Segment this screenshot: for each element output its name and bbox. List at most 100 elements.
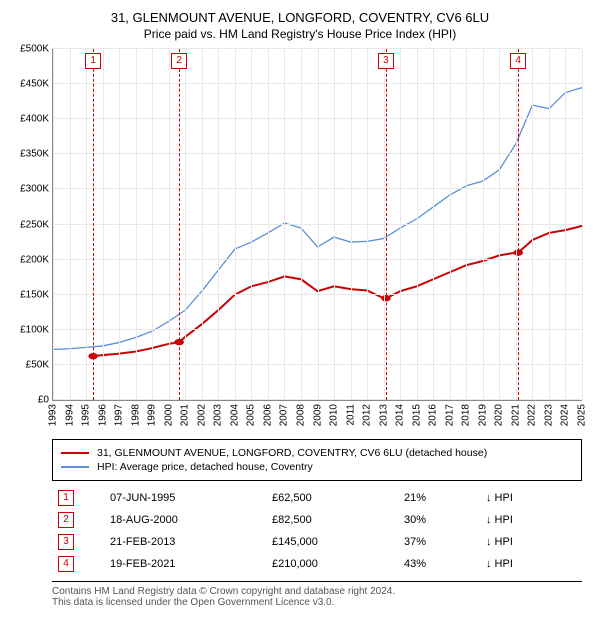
gridline-v: [516, 49, 517, 400]
event-pct: 43%: [398, 553, 480, 575]
event-price: £210,000: [266, 553, 398, 575]
event-number: 2: [58, 512, 74, 528]
event-price: £82,500: [266, 509, 398, 531]
legend-label: 31, GLENMOUNT AVENUE, LONGFORD, COVENTRY…: [97, 447, 487, 459]
event-price: £62,500: [266, 487, 398, 509]
x-axis-label: 2024: [560, 404, 571, 426]
event-pct: 21%: [398, 487, 480, 509]
gridline-v: [235, 49, 236, 400]
x-axis-label: 2000: [163, 404, 174, 426]
gridline-v: [351, 49, 352, 400]
y-axis-label: £500K: [20, 44, 49, 55]
gridline-v: [565, 49, 566, 400]
x-axis-label: 2014: [395, 404, 406, 426]
gridline-v: [367, 49, 368, 400]
gridline-v: [433, 49, 434, 400]
legend-swatch: [61, 452, 89, 454]
event-note: ↓ HPI: [480, 487, 582, 509]
x-axis-label: 2022: [527, 404, 538, 426]
gridline-v: [466, 49, 467, 400]
gridline-v: [582, 49, 583, 400]
gridline-v: [53, 49, 54, 400]
event-row: 321-FEB-2013£145,00037%↓ HPI: [52, 531, 582, 553]
y-axis-label: £200K: [20, 254, 49, 265]
x-axis-label: 2015: [411, 404, 422, 426]
gridline-v: [251, 49, 252, 400]
x-axis-label: 2008: [295, 404, 306, 426]
event-marker-box: 1: [85, 53, 101, 69]
event-note: ↓ HPI: [480, 553, 582, 575]
title-line-2: Price paid vs. HM Land Registry's House …: [10, 27, 590, 41]
x-axis-label: 2006: [262, 404, 273, 426]
event-date: 21-FEB-2013: [104, 531, 266, 553]
gridline-v: [318, 49, 319, 400]
gridline-v: [400, 49, 401, 400]
x-axis-label: 2005: [246, 404, 257, 426]
event-pct: 37%: [398, 531, 480, 553]
x-axis-label: 2003: [213, 404, 224, 426]
x-axis-label: 2023: [543, 404, 554, 426]
x-axis-label: 2016: [428, 404, 439, 426]
x-axis-label: 1997: [114, 404, 125, 426]
gridline-v: [152, 49, 153, 400]
event-row: 4 19-FEB-2021£210,00043%↓ HPI: [52, 553, 582, 575]
event-date: 19-FEB-2021: [104, 553, 266, 575]
gridline-v: [284, 49, 285, 400]
event-marker-box: 4: [510, 53, 526, 69]
x-axis-label: 1998: [130, 404, 141, 426]
event-price: £145,000: [266, 531, 398, 553]
legend: 31, GLENMOUNT AVENUE, LONGFORD, COVENTRY…: [52, 439, 582, 481]
gridline-v: [384, 49, 385, 400]
event-number: 3: [58, 534, 74, 550]
gridline-v: [185, 49, 186, 400]
gridline-v: [334, 49, 335, 400]
gridline-v: [549, 49, 550, 400]
event-marker-box: 3: [378, 53, 394, 69]
x-axis-label: 2012: [362, 404, 373, 426]
gridline-v: [532, 49, 533, 400]
gridline-v: [119, 49, 120, 400]
x-axis-label: 2002: [196, 404, 207, 426]
gridline-v: [202, 49, 203, 400]
plot-area: £0£50K£100K£150K£200K£250K£300K£350K£400…: [52, 49, 582, 401]
x-axis-label: 2009: [312, 404, 323, 426]
x-axis-label: 2021: [510, 404, 521, 426]
event-number: 4: [58, 556, 74, 572]
x-axis-label: 2011: [345, 404, 356, 426]
y-axis-label: £400K: [20, 114, 49, 125]
gridline-v: [169, 49, 170, 400]
y-axis-label: £250K: [20, 219, 49, 230]
legend-item: 31, GLENMOUNT AVENUE, LONGFORD, COVENTRY…: [61, 447, 573, 459]
x-axis-label: 2010: [329, 404, 340, 426]
event-number: 1: [58, 490, 74, 506]
footer-line-2: This data is licensed under the Open Gov…: [52, 597, 582, 608]
x-axis-label: 1995: [81, 404, 92, 426]
legend-swatch: [61, 466, 89, 468]
x-axis-label: 1999: [147, 404, 158, 426]
x-axis-label: 2020: [494, 404, 505, 426]
x-axis-label: 1994: [64, 404, 75, 426]
gridline-v: [499, 49, 500, 400]
y-axis-label: £300K: [20, 184, 49, 195]
x-axis-label: 2019: [477, 404, 488, 426]
y-axis-label: £150K: [20, 289, 49, 300]
gridline-v: [268, 49, 269, 400]
legend-item: HPI: Average price, detached house, Cove…: [61, 461, 573, 473]
title-line-1: 31, GLENMOUNT AVENUE, LONGFORD, COVENTRY…: [10, 10, 590, 25]
footer: Contains HM Land Registry data © Crown c…: [52, 581, 582, 608]
gridline-v: [70, 49, 71, 400]
x-axis-label: 2017: [444, 404, 455, 426]
y-axis-label: £100K: [20, 324, 49, 335]
x-axis-label: 2007: [279, 404, 290, 426]
x-axis-label: 2018: [461, 404, 472, 426]
event-marker-box: 2: [171, 53, 187, 69]
x-axis-label: 2013: [378, 404, 389, 426]
event-pct: 30%: [398, 509, 480, 531]
gridline-v: [86, 49, 87, 400]
event-date: 18-AUG-2000: [104, 509, 266, 531]
event-date: 07-JUN-1995: [104, 487, 266, 509]
events-table: 107-JUN-1995£62,50021%↓ HPI218-AUG-2000£…: [52, 487, 582, 575]
event-marker-line: [179, 49, 180, 400]
gridline-v: [103, 49, 104, 400]
x-axis-label: 2001: [180, 404, 191, 426]
